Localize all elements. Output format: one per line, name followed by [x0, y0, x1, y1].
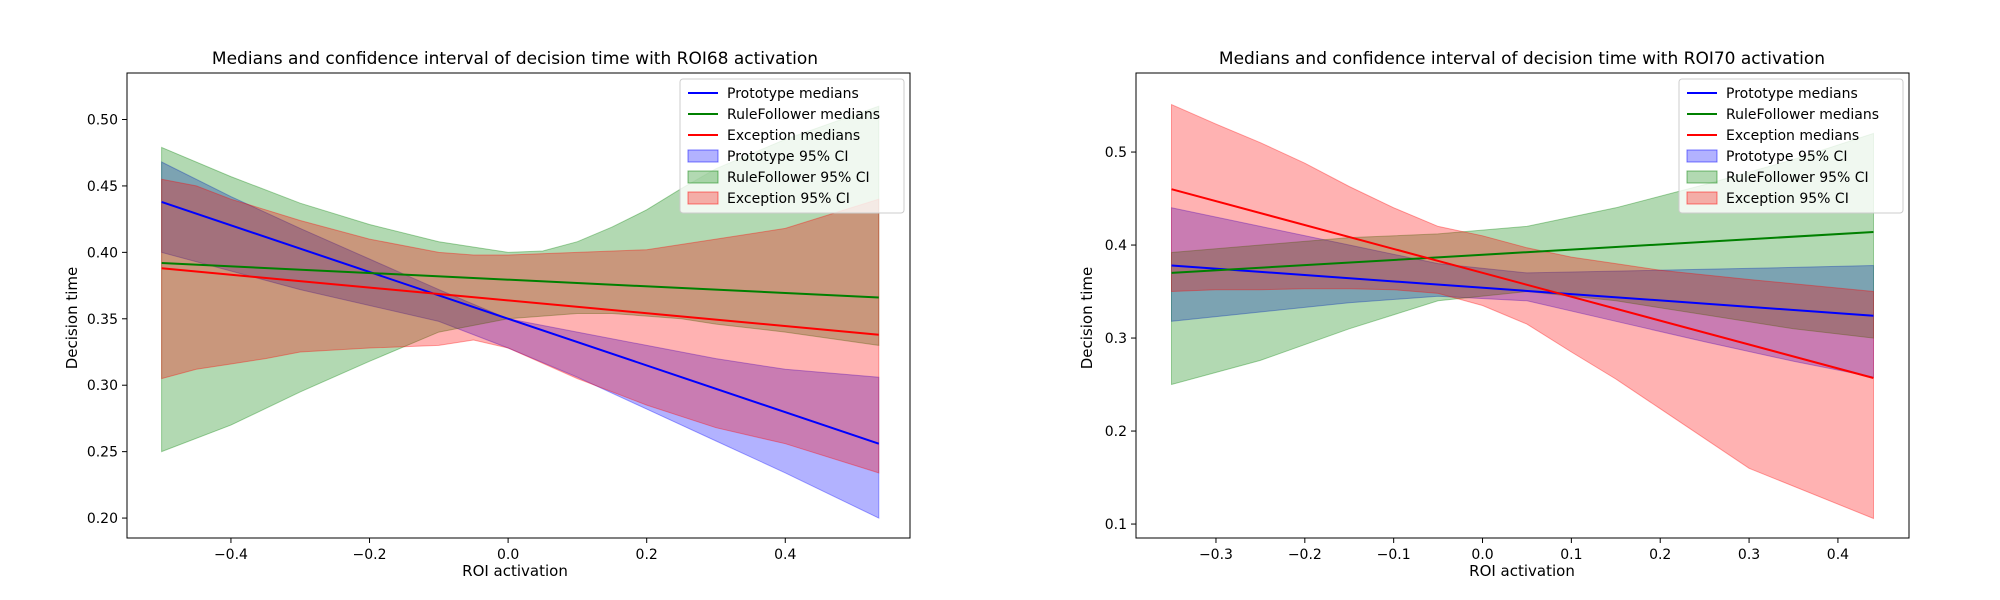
legend-patch-swatch — [687, 191, 719, 205]
x-tick-label: −0.1 — [1377, 547, 1411, 563]
y-tick-label: 0.1 — [1105, 517, 1127, 533]
x-tick-label: 0.0 — [1471, 547, 1493, 563]
x-tick-label: 0.2 — [636, 547, 658, 563]
legend-label: RuleFollower medians — [727, 107, 880, 123]
x-tick-label: 0.0 — [497, 547, 519, 563]
x-axis-label: ROI activation — [1469, 562, 1575, 580]
legend: Prototype medians RuleFollower medians Exc… — [679, 78, 905, 214]
legend-patch-swatch — [687, 170, 719, 184]
y-tick-label: 0.3 — [1105, 331, 1127, 347]
y-tick-label: 0.45 — [87, 179, 118, 195]
legend: Prototype medians RuleFollower medians Exc… — [1678, 78, 1904, 214]
x-axis-label: ROI activation — [462, 562, 568, 580]
chart-title: Medians and confidence interval of decis… — [212, 49, 818, 69]
y-axis-label: Decision time — [63, 267, 81, 370]
median-line — [1171, 188, 1874, 379]
legend-box — [679, 78, 905, 214]
legend-box — [1678, 78, 1904, 214]
y-tick-label: 0.5 — [1105, 145, 1127, 161]
plot-frame — [1135, 72, 1910, 539]
legend-patch-swatch — [1686, 170, 1718, 184]
y-tick-label: 0.2 — [1105, 424, 1127, 440]
legend-label: Prototype medians — [1726, 86, 1858, 102]
legend-label: Prototype 95% CI — [1726, 149, 1847, 165]
ci-band — [161, 161, 880, 519]
median-line — [1171, 231, 1874, 274]
x-tick-label: −0.2 — [353, 547, 387, 563]
legend-label: RuleFollower 95% CI — [727, 170, 870, 186]
chart-roi70: Medians and confidence interval of decis… — [1078, 49, 1910, 580]
y-tick-label: 0.40 — [87, 245, 118, 261]
x-tick-label: −0.2 — [1288, 547, 1322, 563]
legend-patch-swatch — [1686, 191, 1718, 205]
x-tick-label: −0.4 — [214, 547, 248, 563]
x-tick-label: 0.1 — [1560, 547, 1582, 563]
y-tick-label: 0.35 — [87, 312, 118, 328]
legend-label: RuleFollower 95% CI — [1726, 170, 1869, 186]
y-axis-label: Decision time — [1078, 267, 1096, 370]
legend-label: RuleFollower medians — [1726, 107, 1879, 123]
legend-label: Exception 95% CI — [727, 191, 850, 207]
median-line — [161, 267, 879, 336]
ci-band — [161, 178, 880, 474]
median-line — [161, 200, 880, 445]
x-tick-label: 0.4 — [1827, 547, 1849, 563]
legend-label: Exception medians — [727, 128, 860, 144]
plot-frame — [126, 72, 911, 539]
legend-label: Prototype medians — [727, 86, 859, 102]
x-tick-label: 0.3 — [1738, 547, 1760, 563]
y-tick-label: 0.4 — [1105, 238, 1127, 254]
ci-band — [1171, 103, 1874, 520]
x-tick-label: −0.3 — [1199, 547, 1233, 563]
legend-label: Exception medians — [1726, 128, 1859, 144]
median-line — [161, 262, 879, 299]
median-line — [1171, 264, 1874, 317]
x-tick-label: 0.2 — [1649, 547, 1671, 563]
y-tick-label: 0.25 — [87, 445, 118, 461]
y-tick-label: 0.20 — [87, 511, 118, 527]
legend-label: Prototype 95% CI — [727, 149, 848, 165]
legend-patch-swatch — [1686, 149, 1718, 163]
legend-patch-swatch — [687, 149, 719, 163]
y-tick-label: 0.30 — [87, 378, 118, 394]
chart-roi68: Medians and confidence interval of decis… — [63, 49, 911, 580]
legend-label: Exception 95% CI — [1726, 191, 1849, 207]
y-tick-label: 0.50 — [87, 113, 118, 129]
x-tick-label: 0.4 — [774, 547, 796, 563]
chart-title: Medians and confidence interval of decis… — [1219, 49, 1825, 69]
